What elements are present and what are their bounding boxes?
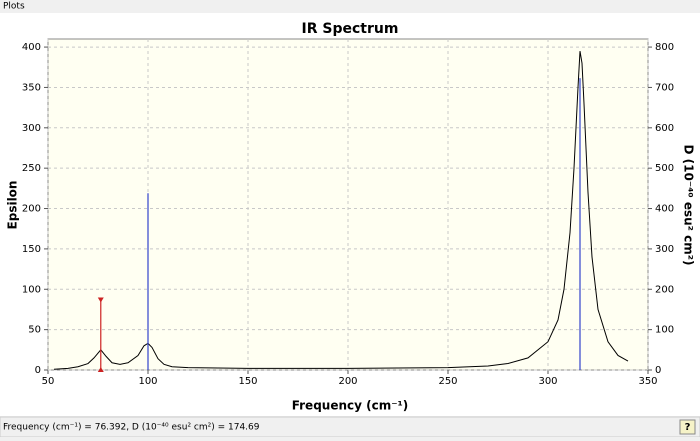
spectrum-line xyxy=(53,51,629,370)
selection-marker xyxy=(97,367,104,372)
y-tick-label: 0 xyxy=(35,365,41,376)
help-icon[interactable]: ? xyxy=(685,422,691,433)
y2-tick-label: 0 xyxy=(655,365,661,376)
status-text: Frequency (cm⁻¹) = 76.392, D (10⁻⁴⁰ esu²… xyxy=(3,423,260,433)
y-tick-label: 50 xyxy=(28,325,41,336)
y-tick-label: 150 xyxy=(22,244,41,255)
y-tick-label: 300 xyxy=(22,123,41,134)
y2-tick-label: 800 xyxy=(655,42,674,53)
y-axis-label: Epsilon xyxy=(6,181,20,230)
chart-title: IR Spectrum xyxy=(302,21,399,37)
x-tick-label: 50 xyxy=(42,376,55,387)
y-tick-label: 350 xyxy=(22,82,41,93)
window-title: Plots xyxy=(3,2,25,12)
y2-tick-label: 400 xyxy=(655,204,674,215)
y2-tick-label: 600 xyxy=(655,123,674,134)
x-tick-label: 100 xyxy=(138,376,157,387)
y2-tick-label: 500 xyxy=(655,163,674,174)
y-tick-label: 200 xyxy=(22,204,41,215)
help-button[interactable] xyxy=(679,419,696,435)
x-axis-label: Frequency (cm⁻¹) xyxy=(292,399,409,413)
y2-tick-label: 200 xyxy=(655,284,674,295)
x-tick-label: 200 xyxy=(338,376,357,387)
y-tick-label: 100 xyxy=(22,284,41,295)
y2-tick-label: 100 xyxy=(655,325,674,336)
y2-axis-label: D (10⁻⁴⁰ esu² cm²) xyxy=(682,145,696,266)
y2-tick-label: 700 xyxy=(655,82,674,93)
y-tick-label: 250 xyxy=(22,163,41,174)
x-tick-label: 300 xyxy=(538,376,557,387)
window-bar xyxy=(0,0,700,13)
y-tick-label: 400 xyxy=(22,42,41,53)
y2-tick-label: 300 xyxy=(655,244,674,255)
x-tick-label: 250 xyxy=(438,376,457,387)
x-tick-label: 350 xyxy=(638,376,657,387)
selection-marker xyxy=(97,297,104,303)
x-tick-label: 150 xyxy=(238,376,257,387)
